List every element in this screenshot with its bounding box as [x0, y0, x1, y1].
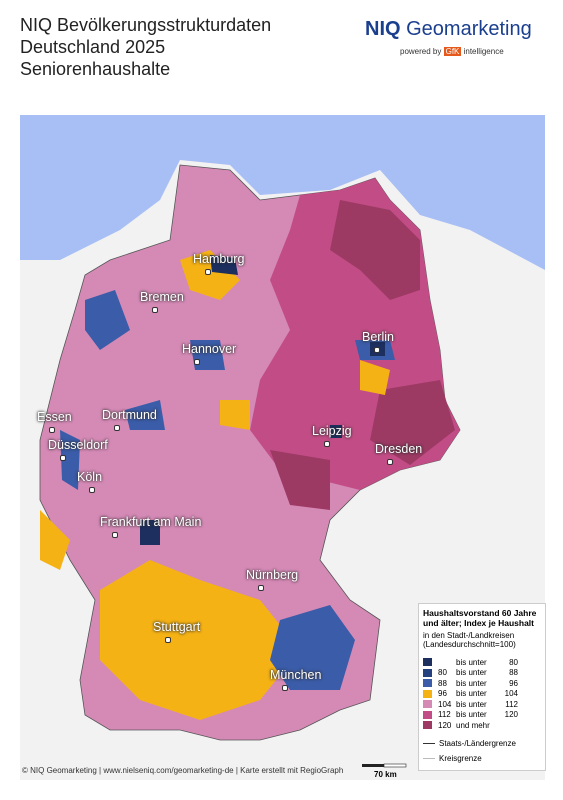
city-label: Bremen — [140, 290, 184, 304]
legend-to: 120 — [504, 710, 518, 720]
legend-mid: und mehr — [456, 720, 490, 730]
sea — [20, 115, 545, 270]
city-label: Hannover — [182, 342, 237, 356]
legend-swatch — [423, 721, 432, 730]
footer-credit: © NIQ Geomarketing | www.nielseniq.com/g… — [22, 766, 344, 775]
legend-border-label: Staats-/Ländergrenze — [439, 739, 516, 749]
legend-swatch — [423, 710, 432, 719]
logo-gfk: GfK — [443, 47, 462, 56]
city-label: Düsseldorf — [48, 438, 108, 452]
logo: NIQ Geomarketing — [365, 18, 532, 41]
city-label: Stuttgart — [153, 620, 201, 634]
city-label: Hamburg — [193, 252, 245, 266]
title: Deutschland 2025 — [20, 37, 166, 57]
legend-from: 104 — [438, 699, 452, 709]
legend-border-label: Kreisgrenze — [439, 753, 482, 763]
legend-mid: bis unter — [456, 689, 487, 699]
legend-from: 80 — [438, 668, 447, 678]
logo-powered: powered by — [400, 47, 442, 56]
city-dot — [205, 269, 211, 275]
legend-from: 120 — [438, 720, 452, 730]
scale-bar — [362, 763, 407, 768]
city-label: Leipzig — [312, 424, 352, 438]
legend-classes: bis unter 80 80 bis unter 88 88 bis unter 96 96 b… — [423, 657, 541, 731]
legend-to: 88 — [509, 668, 518, 678]
legend-swatch — [423, 658, 432, 667]
city-label: Berlin — [362, 330, 394, 344]
logo-product: Geomarketing — [406, 18, 532, 40]
city-label: Köln — [77, 470, 103, 484]
logo-sub: powered by GfK intelligence — [400, 47, 504, 56]
legend-to: 112 — [505, 699, 518, 709]
logo-intelligence: intelligence — [463, 47, 504, 56]
title-block: NIQ Bevölkerungsstrukturdaten Deutschlan… — [20, 14, 271, 80]
title: Seniorenhaushalte — [20, 59, 171, 79]
legend-swatch — [423, 689, 432, 698]
region — [270, 200, 455, 510]
legend-row: 112 bis unter 120 — [423, 710, 541, 721]
city-label: Dresden — [375, 442, 423, 456]
city-dot — [112, 532, 118, 538]
legend-mid: bis unter — [456, 699, 487, 709]
legend-border: Kreisgrenze — [423, 753, 541, 764]
legend-from: 112 — [438, 710, 451, 720]
legend: Haushaltsvorstand 60 Jahre und älter; In… — [418, 603, 546, 771]
city-dot — [194, 359, 200, 365]
scale-label: 70 km — [374, 770, 397, 779]
region — [60, 290, 395, 690]
title: NIQ Bevölkerungsstrukturdaten — [20, 15, 272, 35]
legend-mid: bis unter — [456, 657, 487, 667]
legend-mid: bis unter — [456, 710, 487, 720]
city-label: Nürnberg — [246, 568, 299, 582]
legend-swatch — [423, 679, 432, 688]
legend-row: 120 und mehr — [423, 720, 541, 731]
legend-from: 96 — [438, 689, 447, 699]
legend-swatch — [423, 668, 432, 677]
legend-from: 88 — [438, 678, 447, 688]
legend-row: bis unter 80 — [423, 657, 541, 668]
legend-mid: bis unter — [456, 668, 487, 678]
logo-brand: NIQ — [365, 18, 401, 40]
legend-swatch — [423, 700, 432, 709]
city-dot — [89, 487, 95, 493]
city-dot — [387, 459, 393, 465]
legend-row: 88 bis unter 96 — [423, 678, 541, 689]
city-dot — [114, 425, 120, 431]
city-label: München — [270, 668, 322, 682]
city-dot — [282, 685, 288, 691]
legend-title: Haushaltsvorstand 60 Jahre und älter; In… — [423, 608, 537, 628]
region — [40, 250, 390, 720]
legend-border: Staats-/Ländergrenze — [423, 739, 541, 750]
city-dot — [165, 637, 171, 643]
city-dot — [374, 347, 380, 353]
legend-subtitle: in den Stadt-/Landkreisen (Landesdurchsc… — [423, 631, 516, 649]
city-dot — [60, 455, 66, 461]
city-label: Essen — [37, 410, 72, 424]
city-dot — [258, 585, 264, 591]
legend-to: 80 — [509, 657, 518, 667]
legend-row: 80 bis unter 88 — [423, 668, 541, 679]
city-label: Frankfurt am Main — [100, 515, 202, 529]
city-dot — [49, 427, 55, 433]
legend-mid: bis unter — [456, 678, 487, 688]
legend-to: 104 — [504, 689, 518, 699]
city-dot — [152, 307, 158, 313]
city-dot — [324, 441, 330, 447]
legend-row: 96 bis unter 104 — [423, 689, 541, 700]
legend-to: 96 — [509, 678, 518, 688]
legend-row: 104 bis unter 112 — [423, 699, 541, 710]
city-label: Dortmund — [102, 408, 157, 422]
